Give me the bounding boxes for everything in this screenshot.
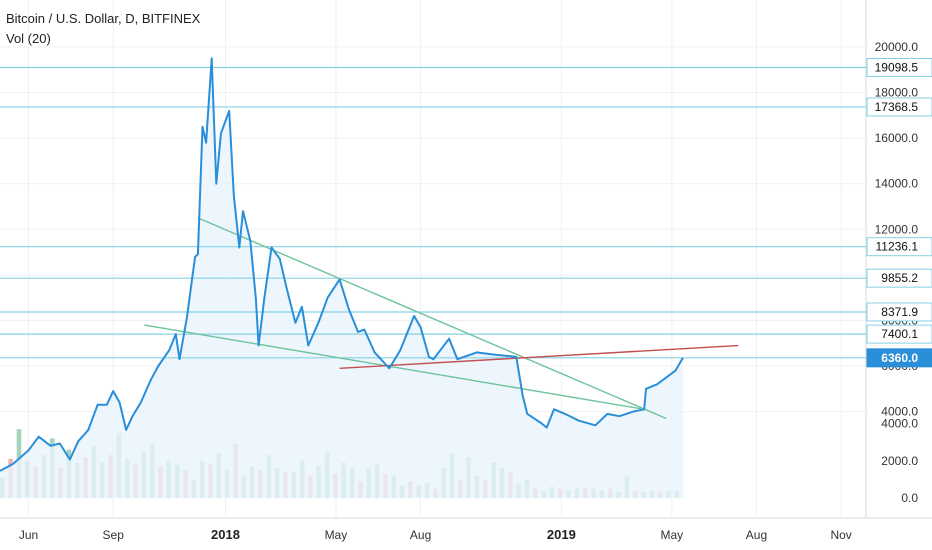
volume-tick-label: 0.0 — [901, 491, 918, 505]
level-label: 11236.1 — [876, 240, 919, 254]
level-label-box — [866, 237, 932, 257]
x-tick-label: Jun — [19, 528, 38, 542]
horizontal-levels[interactable] — [0, 66, 866, 359]
level-label: 17368.5 — [875, 100, 919, 114]
y-tick-label: 16000.0 — [875, 131, 919, 145]
level-label: 9855.2 — [881, 271, 918, 285]
chart-legend: Bitcoin / U.S. Dollar, D, BITFINEX Vol (… — [6, 9, 200, 49]
red-trendline — [339, 344, 739, 370]
x-tick-label: Nov — [830, 528, 851, 542]
trendlines[interactable] — [144, 217, 739, 420]
volume-tick-label: 2000.0 — [881, 454, 918, 468]
symbol-title: Bitcoin / U.S. Dollar, D, BITFINEX — [6, 11, 201, 26]
green-trendline — [197, 217, 667, 420]
price-line — [0, 57, 684, 472]
y-tick-label: 12000.0 — [875, 222, 919, 236]
x-tick-label: May — [325, 528, 348, 542]
x-tick-label: Aug — [746, 528, 767, 542]
y-tick-label: 18000.0 — [875, 86, 919, 100]
y-tick-label: 20000.0 — [875, 40, 919, 54]
volume-indicator-label: Vol (20) — [6, 31, 51, 46]
y-tick-label: 4000.0 — [881, 405, 918, 419]
x-tick-label: 2018 — [211, 527, 240, 542]
y-tick-label: 14000.0 — [875, 177, 919, 191]
price-area-fill — [0, 58, 683, 499]
price-area — [0, 58, 683, 499]
level-label-box — [866, 348, 932, 368]
level-label: 8371.9 — [881, 305, 918, 319]
x-tick-label: May — [660, 528, 683, 542]
level-label-box — [866, 97, 932, 117]
x-tick-label: Sep — [103, 528, 125, 542]
level-label: 7400.1 — [881, 327, 918, 341]
green-trendline — [144, 324, 645, 411]
x-tick-label: Aug — [410, 528, 431, 542]
level-label-box — [866, 58, 932, 78]
x-axis: Jun Sep 2018 May Aug 2019 May Aug Nov — [19, 527, 852, 542]
level-label-box — [866, 324, 932, 344]
level-label: 6360.0 — [881, 351, 918, 365]
volume-tick-label: 4000.0 — [881, 417, 918, 431]
price-series — [0, 57, 684, 472]
level-labels: 19098.5 17368.5 11236.1 9855.2 8371.9 7400.1 6… — [866, 58, 932, 368]
level-label: 19098.5 — [875, 61, 919, 75]
x-tick-label: 2019 — [547, 527, 576, 542]
level-label-box — [866, 268, 932, 288]
level-label-box — [866, 302, 932, 322]
